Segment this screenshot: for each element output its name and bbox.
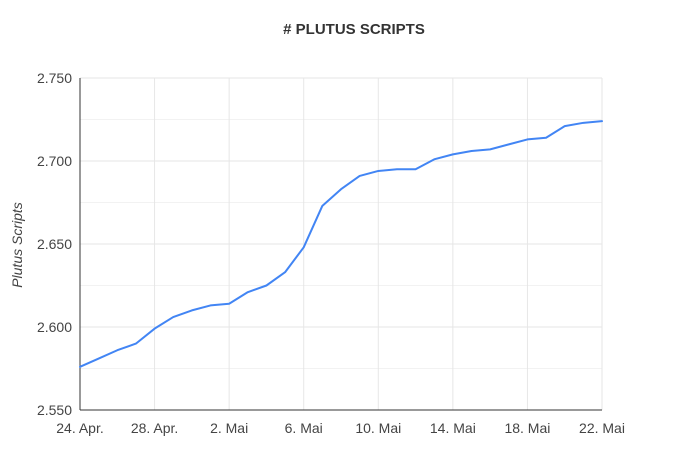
x-tick-label: 2. Mai	[210, 420, 248, 436]
y-tick-labels: 2.550 2.600 2.650 2.700 2.750	[37, 70, 72, 418]
x-tick-label: 24. Apr.	[56, 420, 103, 436]
y-tick-label: 2.650	[37, 236, 72, 252]
y-axis-label: Plutus Scripts	[9, 202, 25, 288]
x-tick-label: 6. Mai	[285, 420, 323, 436]
chart-title: # PLUTUS SCRIPTS	[283, 21, 425, 38]
x-tick-label: 14. Mai	[430, 420, 476, 436]
series-line	[79, 120, 603, 368]
axes	[79, 78, 602, 411]
x-tick-label: 22. Mai	[579, 420, 625, 436]
y-tick-label: 2.700	[37, 153, 72, 169]
x-tick-label: 28. Apr.	[131, 420, 178, 436]
x-tick-labels: 24. Apr. 28. Apr. 2. Mai 6. Mai 10. Mai 14. M…	[56, 420, 625, 436]
y-tick-label: 2.750	[37, 70, 72, 86]
grid	[80, 77, 603, 410]
series-layer	[79, 120, 603, 368]
x-tick-label: 10. Mai	[355, 420, 401, 436]
x-tick-label: 18. Mai	[504, 420, 550, 436]
y-tick-label: 2.600	[37, 319, 72, 335]
y-tick-label: 2.550	[37, 402, 72, 418]
